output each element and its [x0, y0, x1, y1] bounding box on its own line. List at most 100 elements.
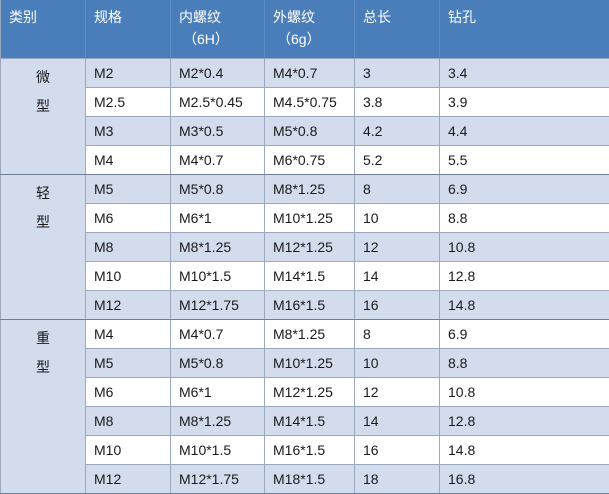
column-header-external-thread-line1: 外螺纹 [273, 9, 315, 25]
table-row: M6 M6*1 M10*1.25 10 8.8 [1, 203, 609, 233]
cell-total-length: 12 [354, 232, 440, 262]
table-row: M5 M5*0.8 M10*1.25 10 8.8 [1, 348, 609, 378]
cell-external-thread: M4*0.7 [264, 58, 355, 88]
cell-external-thread: M8*1.25 [264, 174, 355, 204]
cell-size: M6 [85, 377, 171, 407]
table-row: M3 M3*0.5 M5*0.8 4.2 4.4 [1, 116, 609, 146]
table-row: M8 M8*1.25 M14*1.5 14 12.8 [1, 406, 609, 436]
cell-drill-hole: 10.8 [439, 377, 609, 407]
cell-size: M6 [85, 203, 171, 233]
cell-drill-hole: 6.9 [439, 319, 609, 349]
cell-drill-hole: 14.8 [439, 290, 609, 320]
cell-internal-thread: M4*0.7 [170, 145, 265, 175]
cell-external-thread: M6*0.75 [264, 145, 355, 175]
cell-total-length: 3.8 [354, 87, 440, 117]
table-row: 微型 M2 M2*0.4 M4*0.7 3 3.4 [0, 58, 609, 175]
table-header: 类别 规格 内螺纹 （6H） 外螺纹 （6g） 总长 钻孔 [0, 0, 609, 59]
cell-external-thread: M12*1.25 [264, 232, 355, 262]
cell-total-length: 12 [354, 377, 440, 407]
table-row: M4 M4*0.7 M6*0.75 5.2 5.5 [1, 145, 609, 175]
table-row: M10 M10*1.5 M16*1.5 16 14.8 [1, 435, 609, 465]
cell-size: M4 [85, 319, 171, 349]
cell-internal-thread: M2*0.4 [170, 58, 265, 88]
table-row: 轻型 M5 M5*0.8 M8*1.25 8 6.9 [0, 174, 609, 320]
column-header-external-thread: 外螺纹 （6g） [264, 0, 355, 59]
cell-total-length: 8 [354, 174, 440, 204]
cell-external-thread: M16*1.5 [264, 435, 355, 465]
column-header-category: 类别 [0, 0, 86, 59]
cell-internal-thread: M4*0.7 [170, 319, 265, 349]
cell-external-thread: M5*0.8 [264, 116, 355, 146]
cell-internal-thread: M5*0.8 [170, 174, 265, 204]
cell-size: M5 [85, 348, 171, 378]
category-label: 微型 [36, 68, 50, 114]
cell-internal-thread: M2.5*0.45 [170, 87, 265, 117]
cell-drill-hole: 12.8 [439, 406, 609, 436]
table-row: M6 M6*1 M12*1.25 12 10.8 [1, 377, 609, 407]
cell-external-thread: M8*1.25 [264, 319, 355, 349]
cell-external-thread: M12*1.25 [264, 377, 355, 407]
cell-total-length: 14 [354, 261, 440, 291]
column-header-internal-thread-line2: （6H） [183, 31, 229, 47]
cell-internal-thread: M5*0.8 [170, 348, 265, 378]
cell-drill-hole: 3.9 [439, 87, 609, 117]
column-header-internal-thread-line1: 内螺纹 [179, 9, 221, 25]
table-row: 重型 M4 M4*0.7 M8*1.25 8 6.9 [0, 319, 609, 494]
category-label: 轻型 [36, 184, 50, 230]
cell-total-length: 18 [354, 464, 440, 494]
cell-internal-thread: M6*1 [170, 203, 265, 233]
cell-total-length: 3 [354, 58, 440, 88]
cell-size: M3 [85, 116, 171, 146]
category-label: 重型 [36, 329, 50, 375]
table-body: 微型 M2 M2*0.4 M4*0.7 3 3.4 M2.5 M2.5*0.45 M4.5*0.… [0, 58, 609, 494]
cell-drill-hole: 4.4 [439, 116, 609, 146]
cell-external-thread: M14*1.5 [264, 261, 355, 291]
cell-total-length: 16 [354, 290, 440, 320]
cell-total-length: 4.2 [354, 116, 440, 146]
cell-drill-hole: 14.8 [439, 435, 609, 465]
cell-drill-hole: 16.8 [439, 464, 609, 494]
cell-size: M8 [85, 406, 171, 436]
cell-drill-hole: 3.4 [439, 58, 609, 88]
cell-size: M10 [85, 261, 171, 291]
column-header-internal-thread: 内螺纹 （6H） [170, 0, 265, 59]
table-row: M10 M10*1.5 M14*1.5 14 12.8 [1, 261, 609, 291]
cell-size: M2.5 [85, 87, 171, 117]
cell-total-length: 16 [354, 435, 440, 465]
cell-drill-hole: 5.5 [439, 145, 609, 175]
cell-internal-thread: M8*1.25 [170, 232, 265, 262]
category-cell: 轻型 [0, 174, 86, 320]
table-row: M8 M8*1.25 M12*1.25 12 10.8 [1, 232, 609, 262]
cell-internal-thread: M6*1 [170, 377, 265, 407]
cell-size: M8 [85, 232, 171, 262]
cell-internal-thread: M12*1.75 [170, 464, 265, 494]
column-header-external-thread-line2: （6g） [277, 31, 321, 47]
column-header-drill-hole: 钻孔 [439, 0, 609, 59]
table-row: M2.5 M2.5*0.45 M4.5*0.75 3.8 3.9 [1, 87, 609, 117]
cell-drill-hole: 8.8 [439, 348, 609, 378]
cell-external-thread: M4.5*0.75 [264, 87, 355, 117]
cell-drill-hole: 10.8 [439, 232, 609, 262]
cell-external-thread: M10*1.25 [264, 203, 355, 233]
header-row: 类别 规格 内螺纹 （6H） 外螺纹 （6g） 总长 钻孔 [0, 0, 609, 59]
cell-internal-thread: M12*1.75 [170, 290, 265, 320]
cell-drill-hole: 8.8 [439, 203, 609, 233]
cell-drill-hole: 6.9 [439, 174, 609, 204]
cell-size: M12 [85, 464, 171, 494]
table-row: M12 M12*1.75 M18*1.5 18 16.8 [1, 464, 609, 494]
cell-total-length: 10 [354, 203, 440, 233]
cell-size: M5 [85, 174, 171, 204]
cell-external-thread: M18*1.5 [264, 464, 355, 494]
category-cell: 重型 [0, 319, 86, 494]
category-cell: 微型 [0, 58, 86, 175]
cell-size: M10 [85, 435, 171, 465]
cell-external-thread: M14*1.5 [264, 406, 355, 436]
cell-total-length: 14 [354, 406, 440, 436]
table-row: M12 M12*1.75 M16*1.5 16 14.8 [1, 290, 609, 320]
cell-drill-hole: 12.8 [439, 261, 609, 291]
cell-internal-thread: M3*0.5 [170, 116, 265, 146]
cell-external-thread: M10*1.25 [264, 348, 355, 378]
cell-external-thread: M16*1.5 [264, 290, 355, 320]
cell-size: M12 [85, 290, 171, 320]
